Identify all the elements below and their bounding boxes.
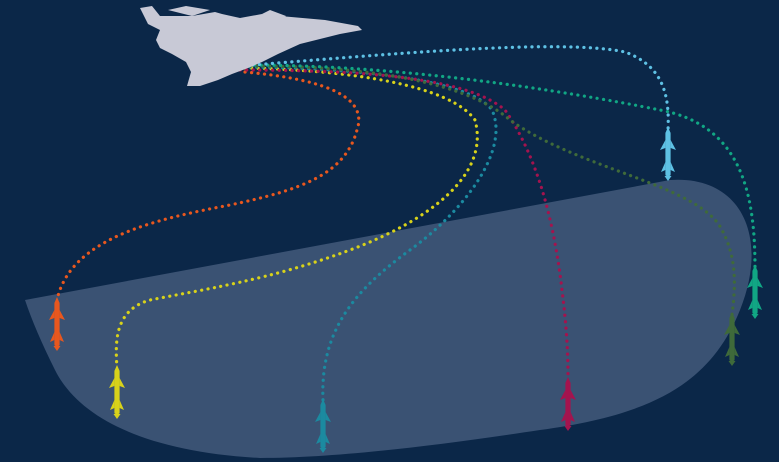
jet-body (140, 6, 362, 86)
fighter-jet-icon (140, 6, 362, 86)
trajectory-line-orange (55, 70, 361, 302)
missile-icon (315, 399, 331, 453)
engagement-zone (25, 179, 752, 459)
trajectory-line-yellow (114, 66, 479, 370)
trajectory-line-green (246, 63, 757, 270)
trajectory-line-olive (248, 64, 736, 317)
missile-icon (109, 365, 125, 419)
missile-icon (747, 265, 763, 319)
trajectory-line-teal (248, 65, 498, 402)
trajectory-lines (55, 45, 757, 402)
missile-group (49, 127, 763, 453)
missile-icon (660, 127, 676, 181)
jet-tail-wing (168, 6, 210, 16)
trajectory-line-sky (238, 45, 670, 132)
missile-icon (560, 377, 576, 431)
jet-canard (262, 10, 286, 20)
trajectory-line-crimson (238, 68, 570, 380)
missile-icon (49, 297, 65, 351)
missile-icon (724, 312, 740, 366)
